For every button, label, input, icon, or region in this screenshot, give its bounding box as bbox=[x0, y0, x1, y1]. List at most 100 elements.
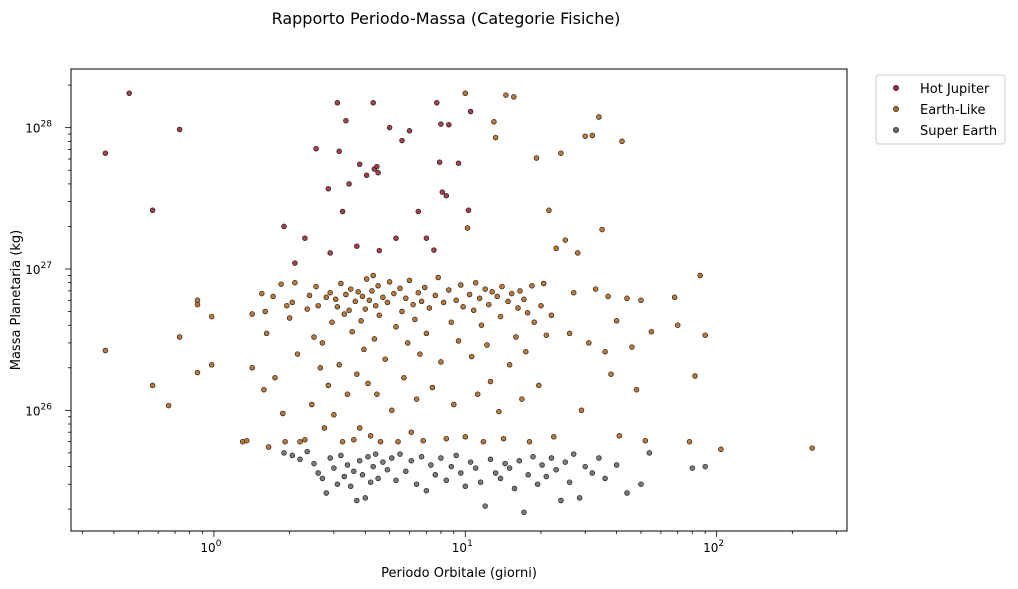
point-earth-like-122 bbox=[476, 295, 483, 302]
point-earth-like-48 bbox=[339, 438, 346, 445]
point-hot-jupiter-36 bbox=[455, 160, 462, 166]
point-earth-like-183 bbox=[642, 437, 649, 444]
legend-marker-earth-like bbox=[893, 106, 899, 112]
point-earth-like-125 bbox=[482, 286, 488, 292]
point-super-earth-71 bbox=[613, 462, 620, 468]
point-super-earth-42 bbox=[462, 483, 469, 490]
legend-label-earth-like: Earth-Like bbox=[920, 103, 985, 118]
point-earth-like-109 bbox=[451, 401, 457, 408]
point-earth-like-192 bbox=[809, 445, 815, 451]
point-earth-like-191 bbox=[718, 446, 724, 453]
point-hot-jupiter-32 bbox=[438, 121, 444, 127]
point-earth-like-121 bbox=[474, 391, 481, 397]
point-super-earth-54 bbox=[521, 509, 527, 516]
point-earth-like-0 bbox=[102, 347, 109, 354]
point-earth-like-140 bbox=[508, 290, 515, 297]
point-earth-like-60 bbox=[358, 318, 364, 324]
point-hot-jupiter-28 bbox=[423, 235, 430, 241]
point-earth-like-161 bbox=[558, 150, 564, 156]
point-earth-like-148 bbox=[524, 310, 531, 316]
point-earth-like-156 bbox=[543, 332, 550, 338]
point-earth-like-1 bbox=[149, 382, 156, 389]
point-super-earth-10 bbox=[334, 481, 341, 487]
point-earth-like-55 bbox=[351, 436, 357, 443]
point-earth-like-35 bbox=[315, 302, 321, 309]
point-earth-like-114 bbox=[462, 90, 469, 97]
point-earth-like-95 bbox=[417, 351, 423, 357]
point-super-earth-6 bbox=[319, 475, 326, 482]
point-hot-jupiter-34 bbox=[443, 192, 450, 199]
point-super-earth-67 bbox=[582, 463, 588, 470]
point-earth-like-33 bbox=[311, 334, 317, 340]
point-earth-like-162 bbox=[562, 237, 569, 243]
point-hot-jupiter-15 bbox=[354, 243, 360, 249]
point-super-earth-3 bbox=[304, 448, 310, 455]
point-hot-jupiter-33 bbox=[439, 189, 446, 195]
point-earth-like-46 bbox=[336, 362, 342, 368]
point-super-earth-74 bbox=[646, 450, 653, 456]
point-hot-jupiter-24 bbox=[393, 235, 399, 241]
point-earth-like-99 bbox=[423, 330, 430, 337]
point-earth-like-184 bbox=[648, 328, 655, 335]
point-hot-jupiter-6 bbox=[302, 235, 308, 241]
legend-label-super-earth: Super Earth bbox=[920, 124, 997, 139]
point-super-earth-26 bbox=[384, 466, 391, 473]
point-earth-like-77 bbox=[382, 356, 388, 362]
point-earth-like-113 bbox=[460, 304, 466, 310]
point-super-earth-55 bbox=[525, 472, 531, 478]
point-hot-jupiter-12 bbox=[339, 208, 346, 215]
point-earth-like-23 bbox=[284, 302, 290, 309]
point-earth-like-91 bbox=[410, 301, 416, 308]
point-earth-like-37 bbox=[319, 340, 326, 346]
point-earth-like-58 bbox=[355, 289, 361, 295]
chart-title: Rapporto Periodo-Massa (Categorie Fisich… bbox=[272, 9, 621, 28]
point-earth-like-173 bbox=[602, 348, 608, 355]
point-earth-like-147 bbox=[523, 348, 529, 355]
point-earth-like-130 bbox=[491, 119, 497, 125]
point-earth-like-30 bbox=[304, 306, 310, 312]
point-earth-like-63 bbox=[362, 306, 369, 312]
point-hot-jupiter-0 bbox=[102, 150, 109, 156]
point-earth-like-84 bbox=[397, 285, 403, 292]
point-earth-like-44 bbox=[332, 296, 339, 303]
point-earth-like-75 bbox=[377, 438, 384, 445]
point-super-earth-73 bbox=[638, 481, 644, 487]
point-super-earth-27 bbox=[389, 455, 395, 461]
point-super-earth-48 bbox=[492, 470, 499, 476]
point-earth-like-178 bbox=[619, 138, 625, 145]
x-tick-label-1: 101 bbox=[452, 539, 473, 555]
point-super-earth-39 bbox=[448, 463, 455, 470]
point-hot-jupiter-2 bbox=[149, 207, 156, 214]
point-super-earth-37 bbox=[438, 455, 444, 461]
point-earth-like-16 bbox=[263, 330, 270, 337]
point-super-earth-63 bbox=[562, 459, 569, 465]
point-earth-like-145 bbox=[519, 396, 525, 402]
y-tick-label-28: 1028 bbox=[25, 120, 52, 136]
point-super-earth-45 bbox=[477, 479, 484, 485]
point-earth-like-116 bbox=[464, 225, 471, 231]
point-earth-like-24 bbox=[286, 315, 293, 321]
point-earth-like-67 bbox=[367, 433, 374, 439]
point-hot-jupiter-17 bbox=[363, 172, 370, 179]
point-super-earth-18 bbox=[359, 472, 366, 478]
point-earth-like-133 bbox=[496, 408, 502, 415]
point-earth-like-94 bbox=[415, 289, 422, 296]
point-earth-like-39 bbox=[323, 294, 330, 301]
point-earth-like-118 bbox=[468, 353, 475, 360]
point-super-earth-43 bbox=[467, 459, 474, 465]
x-axis-label: Periodo Orbitale (giorni) bbox=[381, 566, 537, 581]
point-earth-like-120 bbox=[472, 279, 479, 286]
point-earth-like-8 bbox=[208, 362, 215, 368]
point-earth-like-2 bbox=[165, 402, 172, 409]
point-earth-like-21 bbox=[280, 410, 286, 417]
point-earth-like-110 bbox=[453, 297, 459, 304]
point-earth-like-81 bbox=[391, 290, 397, 297]
point-super-earth-15 bbox=[351, 468, 357, 475]
point-earth-like-27 bbox=[294, 351, 301, 357]
point-earth-like-181 bbox=[633, 386, 640, 393]
point-super-earth-56 bbox=[530, 453, 536, 460]
point-super-earth-70 bbox=[602, 475, 608, 482]
point-hot-jupiter-20 bbox=[374, 163, 380, 170]
point-super-earth-47 bbox=[487, 456, 494, 463]
